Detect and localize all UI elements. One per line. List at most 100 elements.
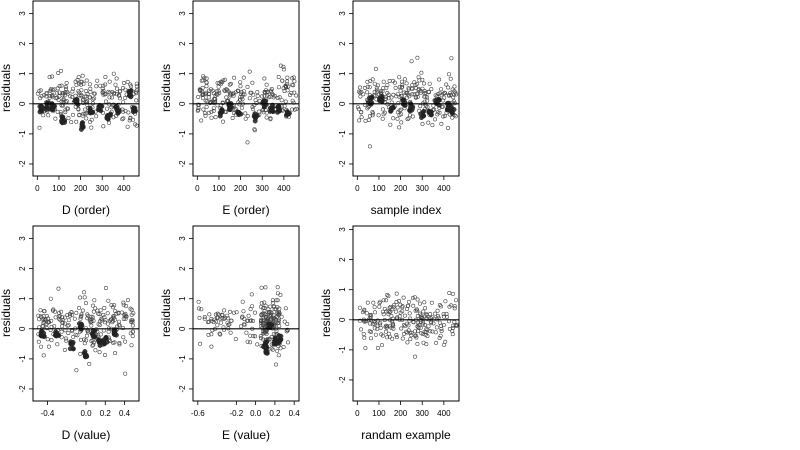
residual-point <box>121 116 126 121</box>
residual-point <box>112 91 117 96</box>
residual-point <box>375 326 380 331</box>
residual-point <box>80 98 85 103</box>
residual-point <box>387 310 392 315</box>
residual-point <box>374 85 379 90</box>
residual-point <box>88 89 93 94</box>
residual-point <box>409 92 414 97</box>
residual-point <box>103 320 108 325</box>
residual-point <box>70 329 75 334</box>
residual-point <box>209 316 214 321</box>
residual-point <box>87 82 92 87</box>
residual-point <box>291 75 296 80</box>
x-tick-label: 100 <box>212 184 226 193</box>
residual-point <box>362 335 367 340</box>
residual-point <box>285 321 290 326</box>
residual-point <box>134 84 139 89</box>
residual-point <box>230 116 235 121</box>
residual-point <box>224 87 229 92</box>
residual-point <box>78 314 83 319</box>
residual-point <box>435 112 440 117</box>
y-tick-label: 3 <box>338 227 347 232</box>
residual-point <box>292 90 297 95</box>
residual-point <box>422 94 427 99</box>
residual-point <box>406 299 411 304</box>
residual-point <box>404 81 409 86</box>
x-tick-label: 400 <box>437 184 451 193</box>
residual-point <box>434 325 439 330</box>
residual-point <box>415 91 420 96</box>
y-tick-label: 3 <box>18 11 27 16</box>
y-axis-label: residuals <box>0 64 13 112</box>
residual-point <box>130 329 135 334</box>
y-tick-label: -1 <box>18 130 27 138</box>
y-tick-label: 2 <box>18 41 27 46</box>
residual-point <box>409 59 414 64</box>
residual-point <box>259 285 264 290</box>
highlight-point <box>41 330 47 336</box>
residual-point <box>414 335 419 340</box>
residual-point <box>89 125 94 130</box>
residual-point <box>42 309 47 314</box>
residual-point <box>365 79 370 84</box>
residual-point <box>447 326 452 331</box>
residual-point <box>124 304 129 309</box>
residual-point <box>407 113 412 118</box>
residual-point <box>48 296 53 301</box>
residual-point <box>93 306 98 311</box>
residual-point <box>221 78 226 83</box>
residual-point <box>41 353 46 358</box>
residual-point <box>248 90 253 95</box>
residual-point <box>268 117 273 122</box>
residual-point <box>123 311 128 316</box>
residual-point <box>84 94 89 99</box>
residual-point <box>433 93 438 98</box>
residual-point <box>279 98 284 103</box>
residual-point <box>42 93 47 98</box>
y-tick-label: 0 <box>178 101 187 106</box>
residual-point <box>405 340 410 345</box>
residual-point <box>381 86 386 91</box>
x-axis-label: E (order) <box>222 203 269 217</box>
residual-point <box>117 93 122 98</box>
residual-point <box>117 319 122 324</box>
residual-point <box>284 82 289 87</box>
residual-point <box>422 300 427 305</box>
residual-point <box>231 310 236 315</box>
highlight-point <box>54 330 60 336</box>
residual-point <box>259 301 264 306</box>
residual-point <box>95 78 100 83</box>
highlight-point <box>116 107 122 113</box>
residual-point <box>425 333 430 338</box>
residual-point <box>385 83 390 88</box>
residual-point <box>199 307 204 312</box>
residual-point <box>285 75 290 80</box>
y-tick-label: -2 <box>178 385 187 393</box>
residual-point <box>240 94 245 99</box>
residual-point <box>55 342 60 347</box>
residual-point <box>397 113 402 118</box>
residual-point <box>43 317 48 322</box>
residual-point <box>270 347 275 352</box>
residual-point <box>436 314 441 319</box>
x-tick-label: -0.4 <box>41 409 55 418</box>
residual-point <box>283 99 288 104</box>
residual-point <box>368 336 373 341</box>
residual-point <box>220 101 225 106</box>
residual-point <box>225 313 230 318</box>
highlight-point <box>275 109 280 115</box>
residual-point <box>437 320 442 325</box>
residual-point <box>374 89 379 94</box>
residual-point <box>454 323 459 328</box>
residual-point <box>94 114 99 119</box>
residual-point <box>405 330 410 335</box>
residual-point <box>269 87 274 92</box>
residual-point <box>397 298 402 303</box>
residual-point <box>282 319 287 324</box>
residual-point <box>56 71 61 76</box>
highlight-point <box>112 328 118 334</box>
residual-point <box>209 109 214 114</box>
residual-point <box>282 104 287 109</box>
residual-point <box>129 84 134 89</box>
residual-point <box>197 102 202 107</box>
residual-point <box>425 327 430 332</box>
